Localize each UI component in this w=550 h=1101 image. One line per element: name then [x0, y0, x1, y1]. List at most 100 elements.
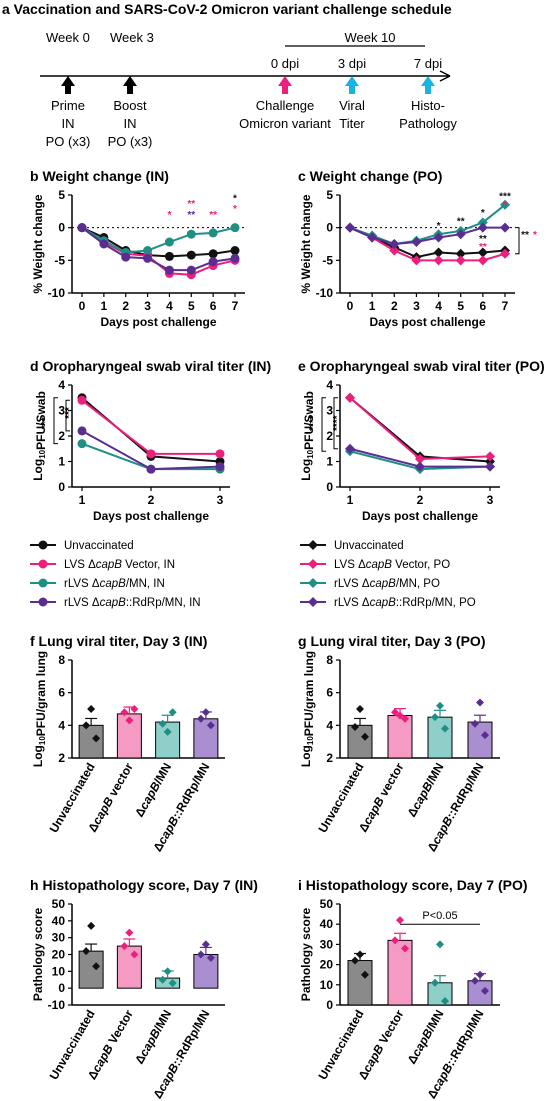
boost-label: Boost	[113, 98, 147, 113]
c-data-point	[433, 232, 444, 243]
h-y-tick-label: 10	[52, 964, 66, 978]
c-significance-star: *	[481, 208, 485, 219]
f-y-tick-label: 2	[58, 751, 65, 765]
d-y-tick-label: 3	[58, 404, 65, 418]
c-y-tick-label: -10	[316, 286, 334, 300]
c-significance-star: *	[437, 221, 441, 232]
h-individual-point	[158, 975, 167, 984]
b-data-point	[186, 250, 196, 260]
h-bar	[78, 950, 104, 989]
panel-a-schedule: a Vaccination and SARS-CoV-2 Omicron var…	[2, 1, 457, 149]
g-category-label: ΔcapB/MN	[404, 761, 446, 820]
c-significance-star: **	[479, 242, 487, 253]
c-data-point	[411, 237, 422, 248]
g-y-tick-label: 4	[326, 718, 333, 732]
d-x-tick-label: 3	[217, 493, 224, 507]
d-x-axis-label: Days post challenge	[93, 509, 209, 523]
f-y-axis-label: Log10PFU/gram lung	[31, 651, 48, 767]
d-significance-star: ***	[64, 407, 75, 419]
f-bar	[193, 718, 219, 759]
i-y-tick-label: 40	[320, 917, 334, 931]
c-x-tick-label: 6	[480, 299, 487, 313]
legend-po-entry: rLVS ΔcapB/MN, PO	[334, 578, 440, 590]
c-data-point	[455, 255, 466, 266]
c-significance-star: **	[521, 230, 529, 241]
histopathology-label: Pathology	[399, 116, 457, 131]
f-individual-point	[130, 705, 139, 713]
c-x-tick-label: 7	[502, 299, 509, 313]
panel-b-title: b Weight change (IN)	[30, 168, 169, 184]
i-individual-point	[401, 944, 409, 953]
e-y-axis-label: Log10PFU/Swab	[299, 391, 316, 481]
legend-po-entry: Unvaccinated	[334, 540, 404, 552]
i-individual-point	[391, 936, 399, 945]
e-x-axis-label: Days post challenge	[362, 509, 478, 523]
i-bar	[467, 980, 493, 1006]
legend-po-marker	[308, 578, 318, 588]
d-data-point	[215, 449, 225, 459]
i-individual-point	[431, 978, 439, 987]
e-x-tick-label: 2	[417, 493, 424, 507]
e-data-point	[485, 461, 495, 472]
g-individual-point	[361, 732, 369, 741]
d-bracket	[53, 397, 58, 445]
d-bracket	[65, 399, 70, 432]
week0-label: Week 0	[46, 30, 90, 45]
d-significance-star: ***	[40, 417, 51, 429]
boost-label: IN	[124, 116, 137, 131]
i-bar	[427, 982, 453, 1006]
b-data-point	[230, 253, 240, 263]
e-y-tick-label: 3	[326, 404, 333, 418]
d-data-point	[146, 449, 156, 459]
dpi3-label: 3 dpi	[338, 56, 366, 71]
c-data-point	[345, 222, 355, 233]
e-data-point	[345, 443, 355, 454]
boost-label: PO (x3)	[108, 134, 153, 149]
h-y-tick-label: 20	[52, 948, 66, 962]
g-individual-point	[481, 731, 489, 740]
c-x-tick-label: 1	[369, 299, 376, 313]
panel-d: d Oropharyngeal swab viral titer (IN)012…	[30, 358, 271, 523]
h-bar	[116, 945, 142, 989]
c-data-point	[367, 232, 378, 243]
i-individual-point	[481, 986, 489, 995]
d-x-tick-label: 2	[148, 493, 155, 507]
c-x-tick-label: 2	[391, 299, 398, 313]
legend-po: Unvaccinated LVS ΔcapB Vector, PO rLVS Δca…	[300, 540, 476, 609]
b-data-point	[121, 252, 131, 262]
legend-in: Unvaccinated LVS ΔcapB Vector, IN rLVS Δca…	[30, 540, 201, 609]
c-significance-star: **	[479, 234, 487, 245]
panel-d-title: d Oropharyngeal swab viral titer (IN)	[30, 358, 271, 374]
legend-in-marker	[38, 578, 48, 588]
d-data-point	[146, 464, 156, 474]
b-data-point	[164, 265, 174, 275]
c-data-point	[500, 222, 510, 233]
b-significance-star: **	[209, 210, 217, 221]
e-series-line	[349, 396, 491, 460]
f-individual-point	[196, 714, 205, 723]
b-x-tick-label: 6	[210, 299, 217, 313]
f-individual-point	[168, 708, 177, 717]
f-category-label: ΔcapB/MN	[132, 761, 174, 820]
panel-a-title: a Vaccination and SARS-CoV-2 Omicron var…	[2, 1, 452, 17]
dpi0-label: 0 dpi	[271, 56, 299, 71]
g-y-axis-label: Log10PFU/gram lung	[299, 651, 316, 767]
panel-h-title: h Histopathology score, Day 7 (IN)	[30, 877, 258, 893]
f-bar	[155, 721, 181, 759]
b-x-tick-label: 1	[101, 299, 108, 313]
panel-g: g Lung viral titer, Day 3 (PO) 2 4 6 8 Log10P…	[298, 633, 500, 854]
viral-titer-label: Viral	[339, 98, 365, 113]
c-data-point	[389, 239, 400, 249]
legend-in-marker	[38, 559, 48, 569]
h-y-axis-label: Pathology score	[31, 907, 45, 1001]
f-individual-point	[206, 721, 215, 730]
legend-in-marker	[38, 597, 48, 607]
b-data-point	[208, 228, 218, 238]
c-data-point	[433, 247, 444, 258]
panel-e: e Oropharyngeal swab viral titer (PO)012…	[298, 358, 545, 523]
e-bracket	[321, 397, 326, 452]
b-data-point	[230, 246, 240, 256]
h-individual-point	[168, 979, 177, 988]
week3-label: Week 3	[110, 30, 154, 45]
h-y-tick-label: 30	[52, 931, 66, 945]
